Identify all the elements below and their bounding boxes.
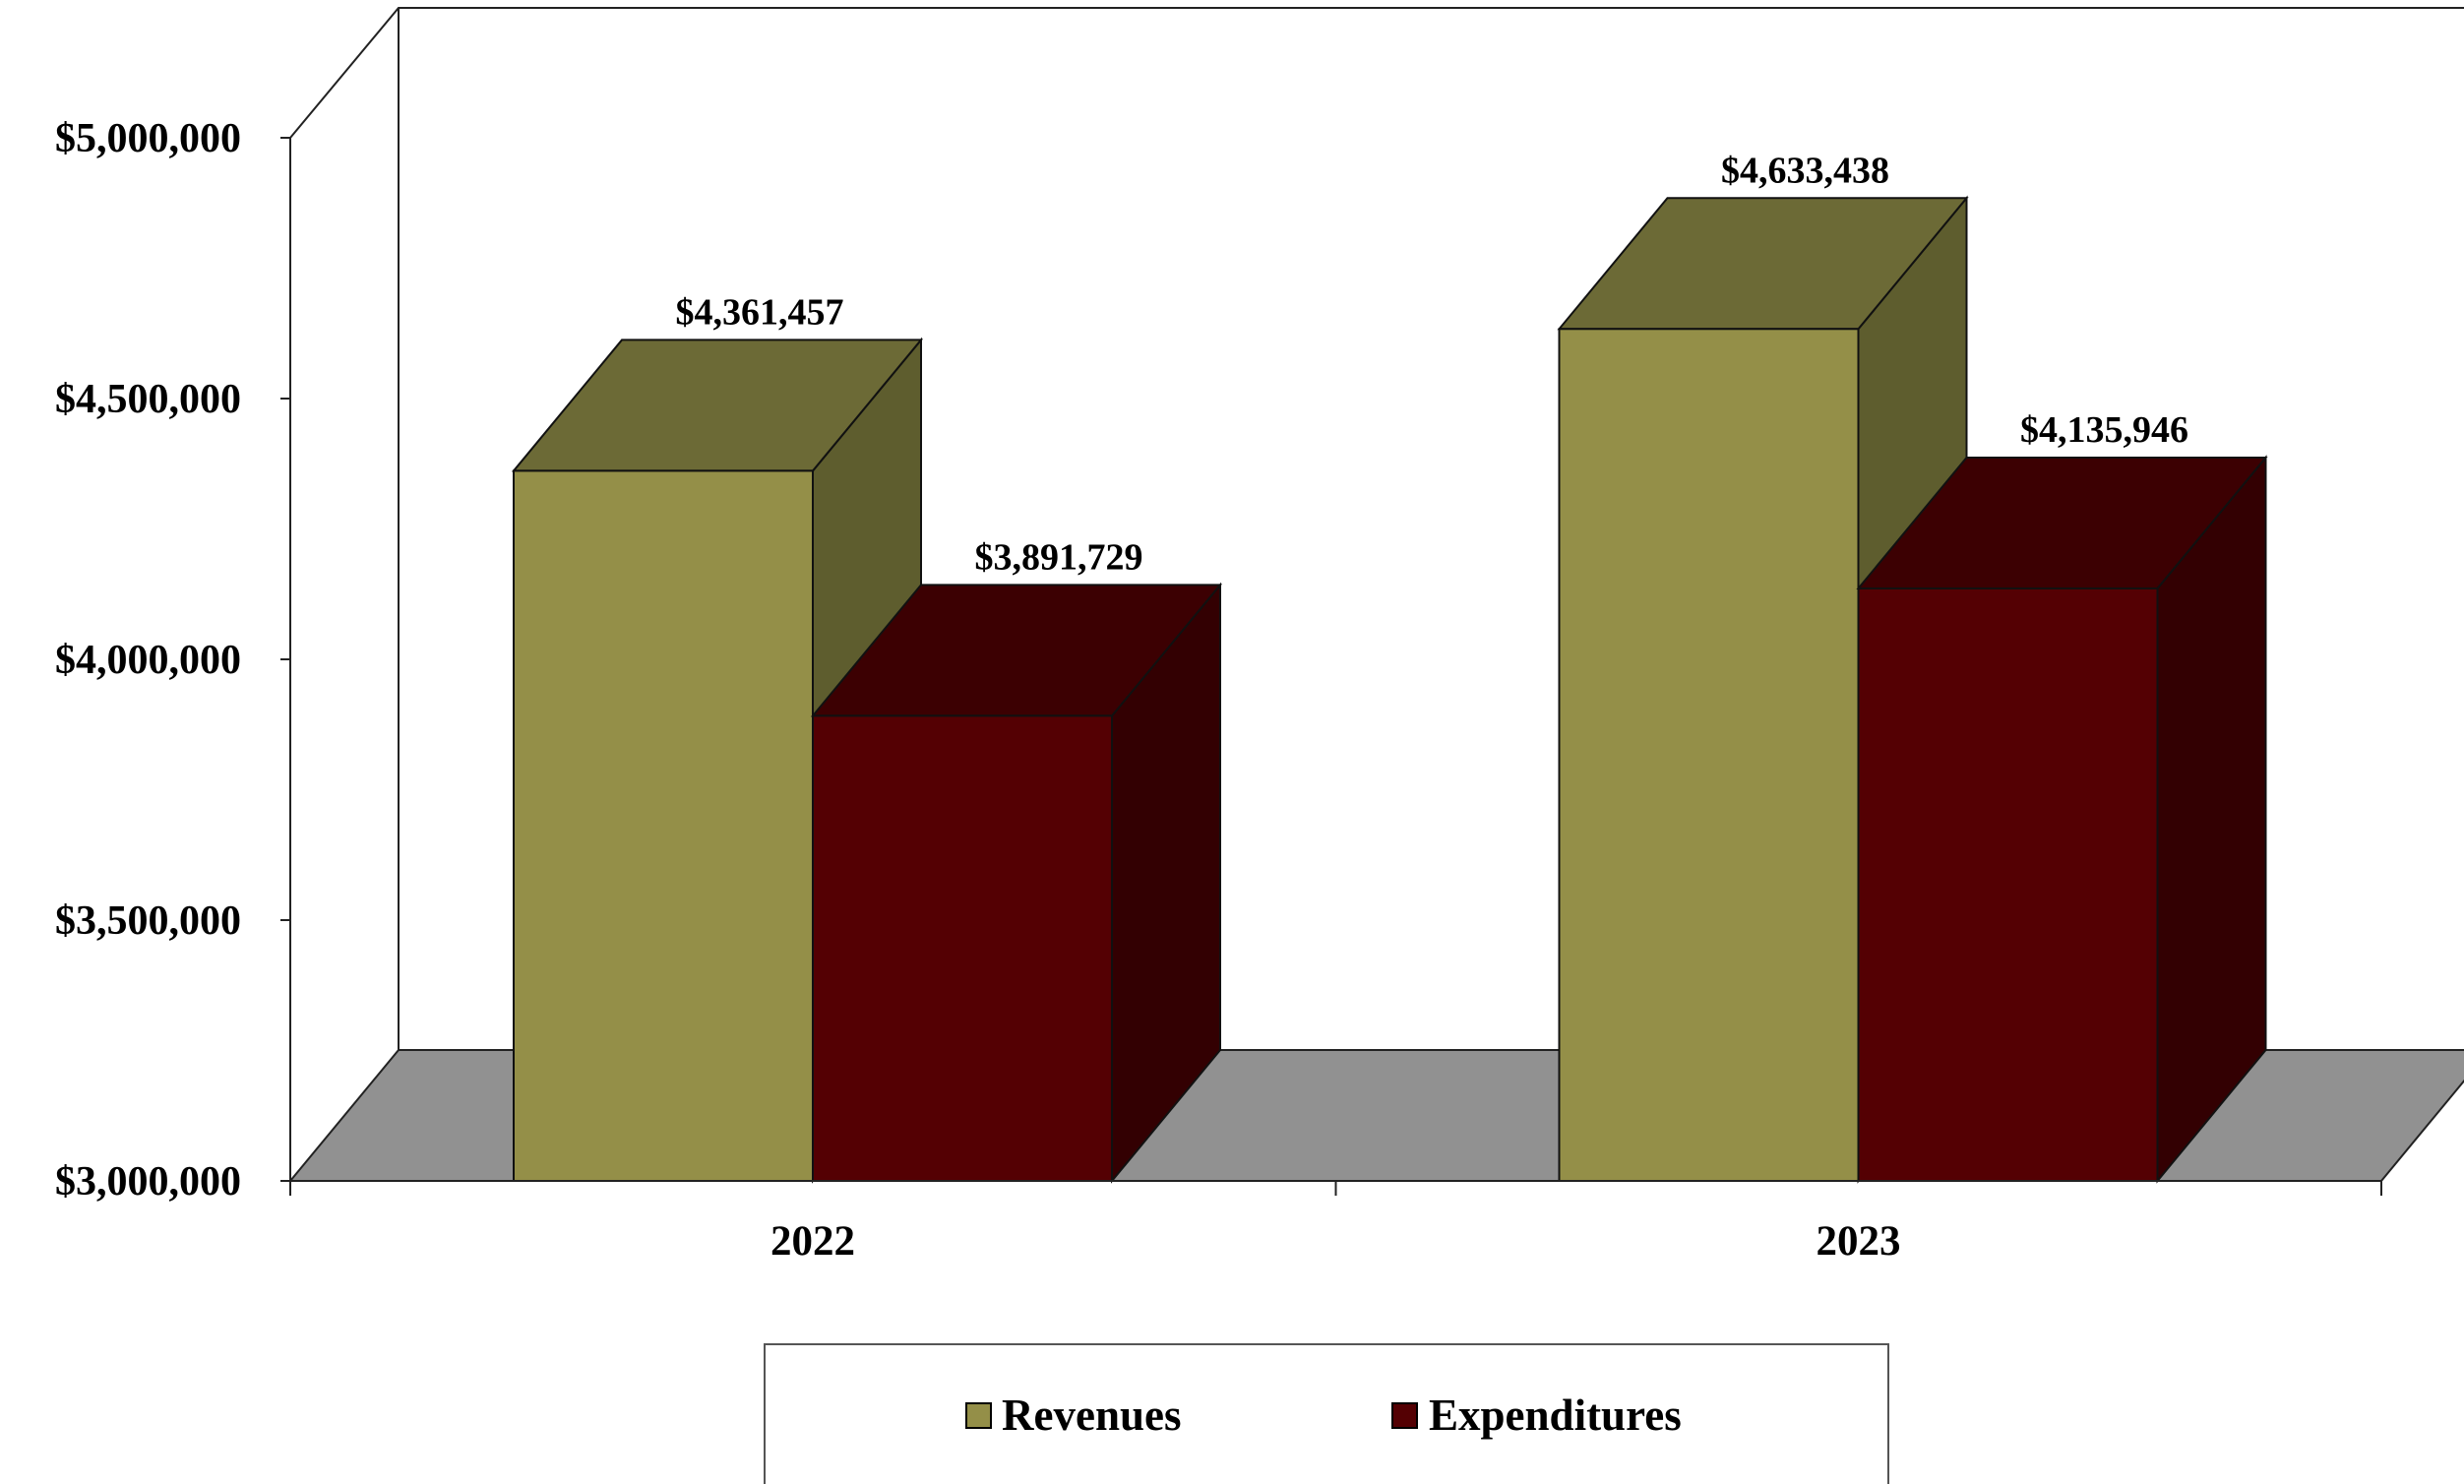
bar-revenues-2023 — [1557, 195, 1969, 1184]
x-axis: 2022 2023 — [289, 1180, 2382, 1265]
y-tick-label: $4,500,000 — [55, 377, 241, 422]
y-tick-label: $3,500,000 — [55, 898, 241, 944]
legend-swatch-revenues — [965, 1402, 992, 1429]
y-tick-label: $3,000,000 — [55, 1159, 241, 1205]
legend-swatch-expenditures — [1391, 1402, 1418, 1429]
chart-bars — [511, 195, 2268, 1184]
bar-front — [1857, 587, 2159, 1182]
legend: Revenues Expenditures — [764, 1343, 1889, 1484]
bar-front — [513, 469, 814, 1182]
bar-front — [812, 714, 1113, 1182]
data-label-expenditures-2022: $3,891,729 — [975, 536, 1143, 578]
x-tick-label-2023: 2023 — [1817, 1218, 1901, 1265]
back-wall-top-edge — [289, 7, 2464, 139]
data-label-expenditures-2023: $4,135,946 — [2020, 409, 2188, 451]
y-axis: $3,000,000 $3,500,000 $4,000,000 $4,500,000… — [55, 116, 291, 1205]
x-tick-label-2022: 2022 — [770, 1218, 855, 1265]
data-label-revenues-2023: $4,633,438 — [1721, 150, 1889, 191]
y-tick-label: $4,000,000 — [55, 638, 241, 683]
legend-label-expenditures: Expenditures — [1429, 1391, 1682, 1440]
bar-expenditures-2023 — [1856, 455, 2268, 1184]
legend-box — [764, 1343, 1889, 1484]
legend-label-revenues: Revenues — [1002, 1391, 1181, 1440]
data-label-revenues-2022: $4,361,457 — [676, 291, 844, 333]
y-tick-label: $5,000,000 — [55, 116, 241, 161]
data-labels: $4,361,457 $3,891,729 $4,633,438 $4,135,946 — [676, 150, 2189, 578]
bar-front — [1558, 328, 1860, 1183]
bar-expenditures-2022 — [810, 582, 1223, 1184]
